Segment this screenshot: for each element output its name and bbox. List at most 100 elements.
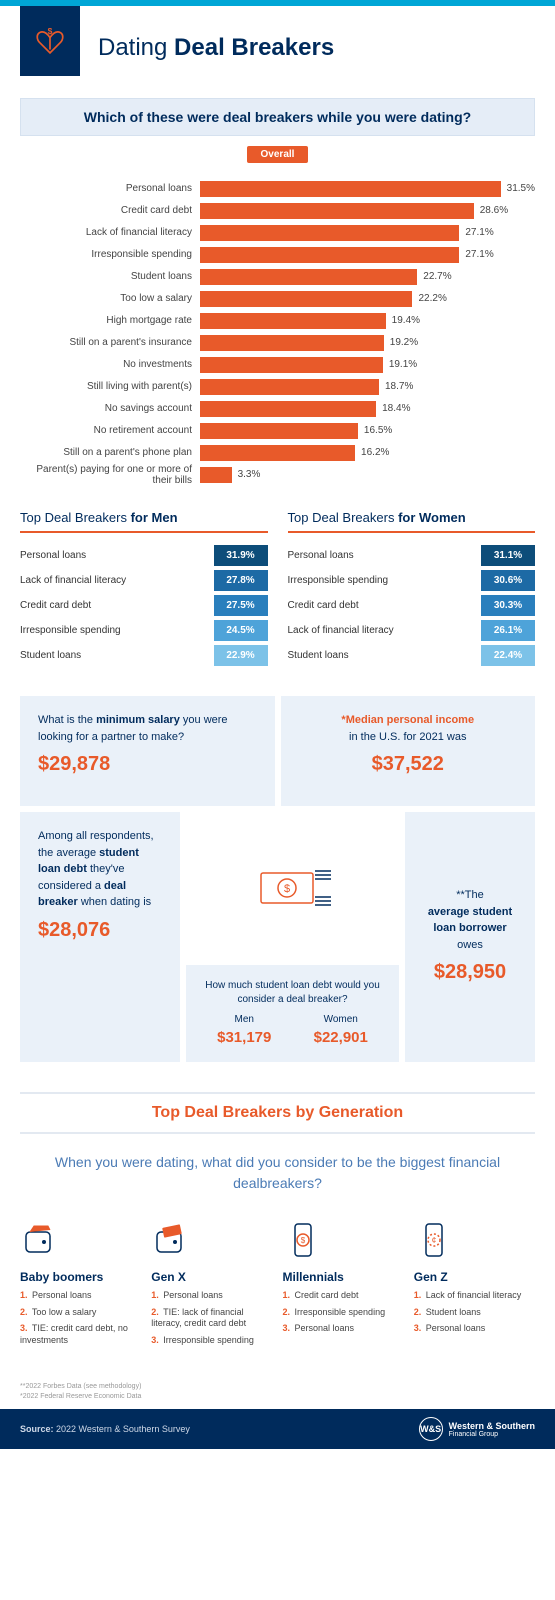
bar-label: Personal loans <box>20 183 200 194</box>
rank-label: Personal loans <box>288 550 482 561</box>
generation-column: Gen X 1. Personal loans 2. TIE: lack of fi… <box>151 1218 272 1352</box>
bar-fill <box>200 269 417 285</box>
bar-row: Personal loans 31.5% <box>20 179 535 198</box>
bar-row: Lack of financial literacy 27.1% <box>20 223 535 242</box>
bar-row: Too low a salary22.2% <box>20 289 535 308</box>
debt-question-card: How much student loan debt would you con… <box>186 965 399 1062</box>
men-title: Top Deal Breakers for Men <box>20 510 268 533</box>
bar-fill <box>200 247 459 263</box>
min-salary-card: What is the minimum salary you were look… <box>20 696 275 806</box>
rank-label: Irresponsible spending <box>288 575 482 586</box>
bar-value: 16.2% <box>355 447 389 458</box>
women-column: Top Deal Breakers for Women Personal loa… <box>288 510 536 670</box>
bar-label: Lack of financial literacy <box>20 227 200 238</box>
bar-value: 3.3% <box>232 469 261 480</box>
rank-label: Personal loans <box>20 550 214 561</box>
rank-row: Lack of financial literacy26.1% <box>288 620 536 641</box>
generation-item: 2. Too low a salary <box>20 1307 141 1319</box>
generation-item: 2. Irresponsible spending <box>283 1307 404 1319</box>
generation-section: Top Deal Breakers by Generation When you… <box>20 1092 535 1352</box>
main-question: Which of these were deal breakers while … <box>20 98 535 136</box>
rank-value: 22.9% <box>214 645 268 666</box>
rank-value: 30.6% <box>481 570 535 591</box>
generation-icon <box>151 1218 272 1262</box>
rank-value: 31.1% <box>481 545 535 566</box>
generation-item: 1. Personal loans <box>151 1290 272 1302</box>
median-income-amount: $37,522 <box>299 749 518 779</box>
median-income-card: *Median personal income in the U.S. for … <box>281 696 536 806</box>
header: $ Dating Deal Breakers <box>0 6 555 98</box>
bar-row: Still on a parent's phone plan16.2% <box>20 443 535 462</box>
svg-text:$: $ <box>300 1236 305 1245</box>
bar-row: Credit card debt28.6% <box>20 201 535 220</box>
generation-item: 1. Personal loans <box>20 1290 141 1302</box>
generation-name: Gen X <box>151 1270 272 1284</box>
generation-item: 3. Irresponsible spending <box>151 1335 272 1347</box>
bar-fill <box>200 335 384 351</box>
men-amount: Men$31,179 <box>217 1013 271 1048</box>
generation-column: ¢Gen Z1. Lack of financial literacy2. St… <box>414 1218 535 1352</box>
stats-section: What is the minimum salary you were look… <box>20 696 535 1062</box>
rank-row: Personal loans31.9% <box>20 545 268 566</box>
bar-fill <box>200 313 386 329</box>
rank-row: Irresponsible spending24.5% <box>20 620 268 641</box>
generation-item: 2. Student loans <box>414 1307 535 1319</box>
bar-value: 27.1% <box>459 249 493 260</box>
rank-row: Irresponsible spending30.6% <box>288 570 536 591</box>
heart-dollar-icon: $ <box>20 6 80 76</box>
generation-name: Millennials <box>283 1270 404 1284</box>
bar-label: No investments <box>20 359 200 370</box>
rank-value: 22.4% <box>481 645 535 666</box>
bar-label: Irresponsible spending <box>20 249 200 260</box>
bar-fill <box>200 291 412 307</box>
bar-value: 19.1% <box>383 359 417 370</box>
generation-item: 1. Credit card debt <box>283 1290 404 1302</box>
bar-value: 18.7% <box>379 381 413 392</box>
bar-value: 31.5% <box>501 183 535 194</box>
rank-label: Lack of financial literacy <box>20 575 214 586</box>
borrower-card: **The average student loan borrower owes… <box>405 812 535 1062</box>
svg-text:¢: ¢ <box>432 1236 436 1245</box>
bar-label: Parent(s) paying for one or more of thei… <box>20 464 200 486</box>
men-column: Top Deal Breakers for Men Personal loans… <box>20 510 268 670</box>
bar-value: 18.4% <box>376 403 410 414</box>
bar-row: Irresponsible spending 27.1% <box>20 245 535 264</box>
generation-item: 3. TIE: credit card debt, no investments <box>20 1323 141 1346</box>
rank-row: Student loans22.9% <box>20 645 268 666</box>
bar-row: No investments 19.1% <box>20 355 535 374</box>
footnotes: **2022 Forbes Data (see methodology) *20… <box>20 1382 535 1402</box>
bar-value: 27.1% <box>459 227 493 238</box>
bar-label: Credit card debt <box>20 205 200 216</box>
bar-label: No retirement account <box>20 425 200 436</box>
bar-row: No retirement account 16.5% <box>20 421 535 440</box>
bar-value: 16.5% <box>358 425 392 436</box>
title-light: Dating <box>98 34 167 61</box>
bar-value: 22.2% <box>412 293 446 304</box>
rank-label: Student loans <box>288 650 482 661</box>
rank-row: Personal loans31.1% <box>288 545 536 566</box>
generation-icon: ¢ <box>414 1218 535 1262</box>
bar-row: Still on a parent's insurance19.2% <box>20 333 535 352</box>
rank-row: Lack of financial literacy27.8% <box>20 570 268 591</box>
generation-column: Baby boomers 1. Personal loans 2. Too low … <box>20 1218 141 1352</box>
generation-question: When you were dating, what did you consi… <box>20 1152 535 1194</box>
generation-item: 1. Lack of financial literacy <box>414 1290 535 1302</box>
bar-value: 19.2% <box>384 337 418 348</box>
bar-row: Student loans22.7% <box>20 267 535 286</box>
bar-fill <box>200 379 379 395</box>
bar-fill <box>200 401 376 417</box>
bar-row: Still living with parent(s)18.7% <box>20 377 535 396</box>
generation-title: Top Deal Breakers by Generation <box>20 1092 535 1134</box>
generation-icon <box>20 1218 141 1262</box>
generation-item: 2. TIE: lack of financial literacy, cred… <box>151 1307 272 1330</box>
women-amount: Women$22,901 <box>314 1013 368 1048</box>
rank-label: Irresponsible spending <box>20 625 214 636</box>
overall-tag: Overall <box>247 146 309 163</box>
borrower-amount: $28,950 <box>423 957 517 987</box>
rank-row: Credit card debt30.3% <box>288 595 536 616</box>
generation-name: Baby boomers <box>20 1270 141 1284</box>
avg-debt-amount: $28,076 <box>38 915 162 945</box>
footer: Source: 2022 Western & Southern Survey W… <box>0 1409 555 1449</box>
rank-label: Credit card debt <box>288 600 482 611</box>
bar-fill <box>200 467 232 483</box>
